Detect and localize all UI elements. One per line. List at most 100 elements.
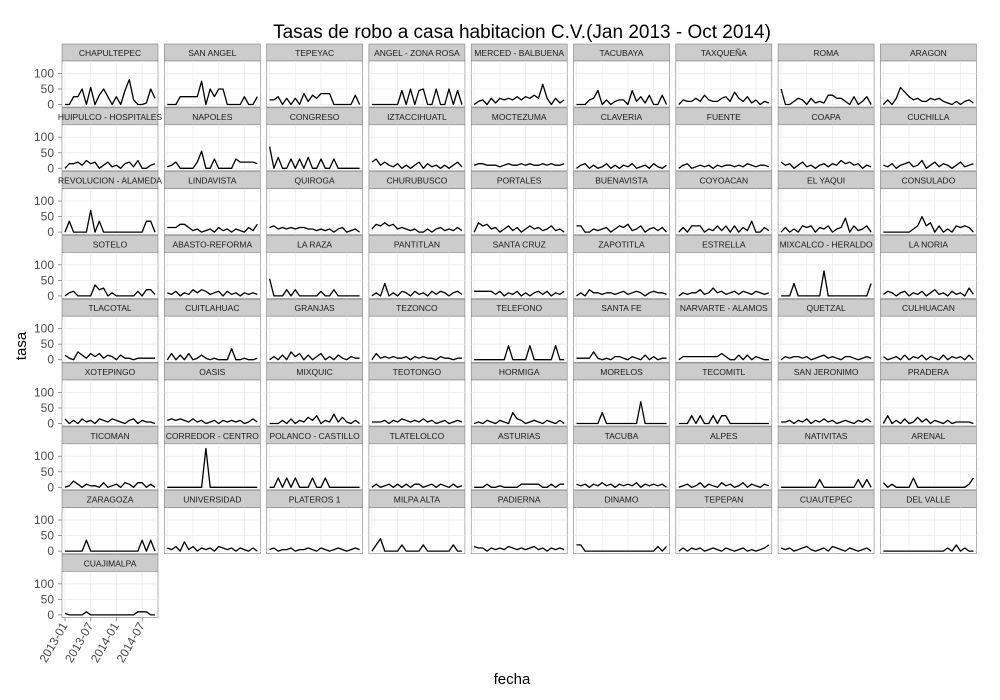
facet-panel: LINDAVISTA (164, 171, 261, 235)
facet-panel: COAPA (777, 107, 875, 172)
facet-plot-area (368, 60, 466, 108)
series-line (167, 289, 258, 297)
facet-label: TEOTONGO (393, 367, 442, 377)
facet-plot-area (573, 315, 670, 363)
facet-plot-area (675, 507, 773, 554)
facet-plot-area (164, 188, 261, 235)
facet-plot-area (164, 443, 261, 491)
facet-panel: IZTACCIHUATL (368, 107, 466, 172)
facet-panel: LA NORIA (880, 235, 977, 299)
series-line (64, 284, 156, 297)
series-line (269, 547, 360, 552)
facet-panel: QUETZAL (777, 298, 875, 363)
facet-plot-area (675, 443, 773, 491)
facet-panel: MIXQUIC (266, 362, 363, 427)
facet-panel: CONGRESO (266, 107, 363, 172)
facet-label: CONGRESO (290, 112, 340, 122)
facet-panel: PORTALES (470, 171, 568, 235)
facet-label: PADIERNA (498, 495, 541, 505)
series-line (64, 351, 155, 361)
facet-plot-area (573, 124, 670, 172)
facet-panel: NATIVITAS (777, 426, 875, 491)
facet-label: TEZONCO (396, 303, 438, 313)
facet-label: COAPA (812, 112, 841, 122)
series-line (780, 159, 872, 169)
facet-plot-area (266, 60, 363, 108)
facet-label: ZAPOTITLA (598, 239, 645, 249)
facet-plot-area (777, 124, 875, 172)
series-line (269, 477, 360, 488)
series-line (473, 411, 565, 425)
facet-panel: REVOLUCION - ALAMEDA 050 100 (34, 171, 162, 239)
facet-label: LINDAVISTA (188, 176, 237, 186)
facet-label: ESTRELLA (702, 239, 746, 249)
facet-plot-area (880, 252, 977, 299)
facet-panel: ALPES (675, 426, 773, 491)
facet-label: PLATEROS 1 (289, 495, 341, 505)
y-tick-label: 0 (47, 480, 54, 494)
facet-panel: BUENAVISTA (573, 171, 670, 235)
facet-plot-area (880, 188, 977, 235)
facet-label: ABASTO-REFORMA (172, 239, 252, 249)
y-tick-label: 0 (47, 544, 54, 558)
facet-plot-area (61, 571, 159, 618)
y-tick-label: 50 (41, 529, 55, 543)
facet-plot-area (777, 379, 875, 427)
series-line (882, 86, 974, 106)
series-line (167, 447, 258, 488)
series-line (65, 539, 156, 552)
facet-label: NAPOLES (192, 112, 232, 122)
facet-panel: XOTEPINGO 0 50 100 (34, 362, 159, 431)
facet-panel: SAN JERONIMO (777, 362, 875, 427)
facet-label: TEPEYAC (295, 48, 334, 58)
facet-plot-area (368, 188, 466, 235)
series-line (678, 415, 769, 425)
facet-panel: TEOTONGO (368, 362, 466, 427)
facet-label: PRADERA (908, 367, 949, 377)
facet-panel: SAN ANGEL (164, 43, 261, 108)
series-line (576, 482, 667, 488)
y-tick-label: 50 (41, 273, 55, 287)
y-tick-label: 0 (47, 417, 54, 431)
facet-label: ZARAGOZA (87, 495, 134, 505)
facet-label: HUIPULCO - HOSPITALES (58, 112, 163, 122)
facet-panel: COYOACAN (675, 171, 773, 235)
y-tick-label: 50 (41, 465, 55, 479)
y-tick-label: 50 (41, 210, 55, 224)
facet-panel: ROMA (777, 43, 875, 108)
facet-label: CULHUACAN (902, 303, 955, 313)
y-tick-label: 0 (47, 608, 54, 622)
series-line (780, 88, 872, 106)
facet-label: PORTALES (497, 176, 542, 186)
series-line (882, 415, 974, 425)
facet-label: ROMA (813, 48, 839, 58)
y-tick-label: 100 (34, 385, 54, 399)
facet-panel: CULHUACAN (880, 298, 977, 363)
series-line (678, 287, 770, 297)
series-line (781, 418, 872, 425)
facet-panel: MIXCALCO - HERALDO (777, 235, 875, 299)
series-line (678, 482, 770, 488)
series-line (576, 163, 667, 169)
series-line (167, 223, 258, 233)
facet-label: EL YAQUI (807, 176, 845, 186)
facet-label: MOCTEZUMA (492, 112, 547, 122)
facet-panel: LA RAZA (266, 235, 363, 299)
series-line (268, 146, 360, 169)
facet-plot-area (573, 507, 670, 554)
facet-panel: PADIERNA (470, 490, 568, 554)
facet-label: LA RAZA (297, 239, 332, 249)
y-tick-label: 0 (47, 98, 54, 112)
facet-plot-area (164, 315, 261, 363)
facet-plot-area (164, 507, 261, 554)
y-tick-label: 100 (34, 66, 54, 80)
facet-panel: PRADERA (880, 362, 977, 427)
series-line (678, 163, 770, 169)
y-tick-label: 0 (47, 289, 54, 303)
series-line (268, 278, 360, 297)
facet-label: NATIVITAS (805, 431, 848, 441)
facet-panel: ABASTO-REFORMA (164, 235, 261, 299)
series-line (883, 287, 974, 297)
